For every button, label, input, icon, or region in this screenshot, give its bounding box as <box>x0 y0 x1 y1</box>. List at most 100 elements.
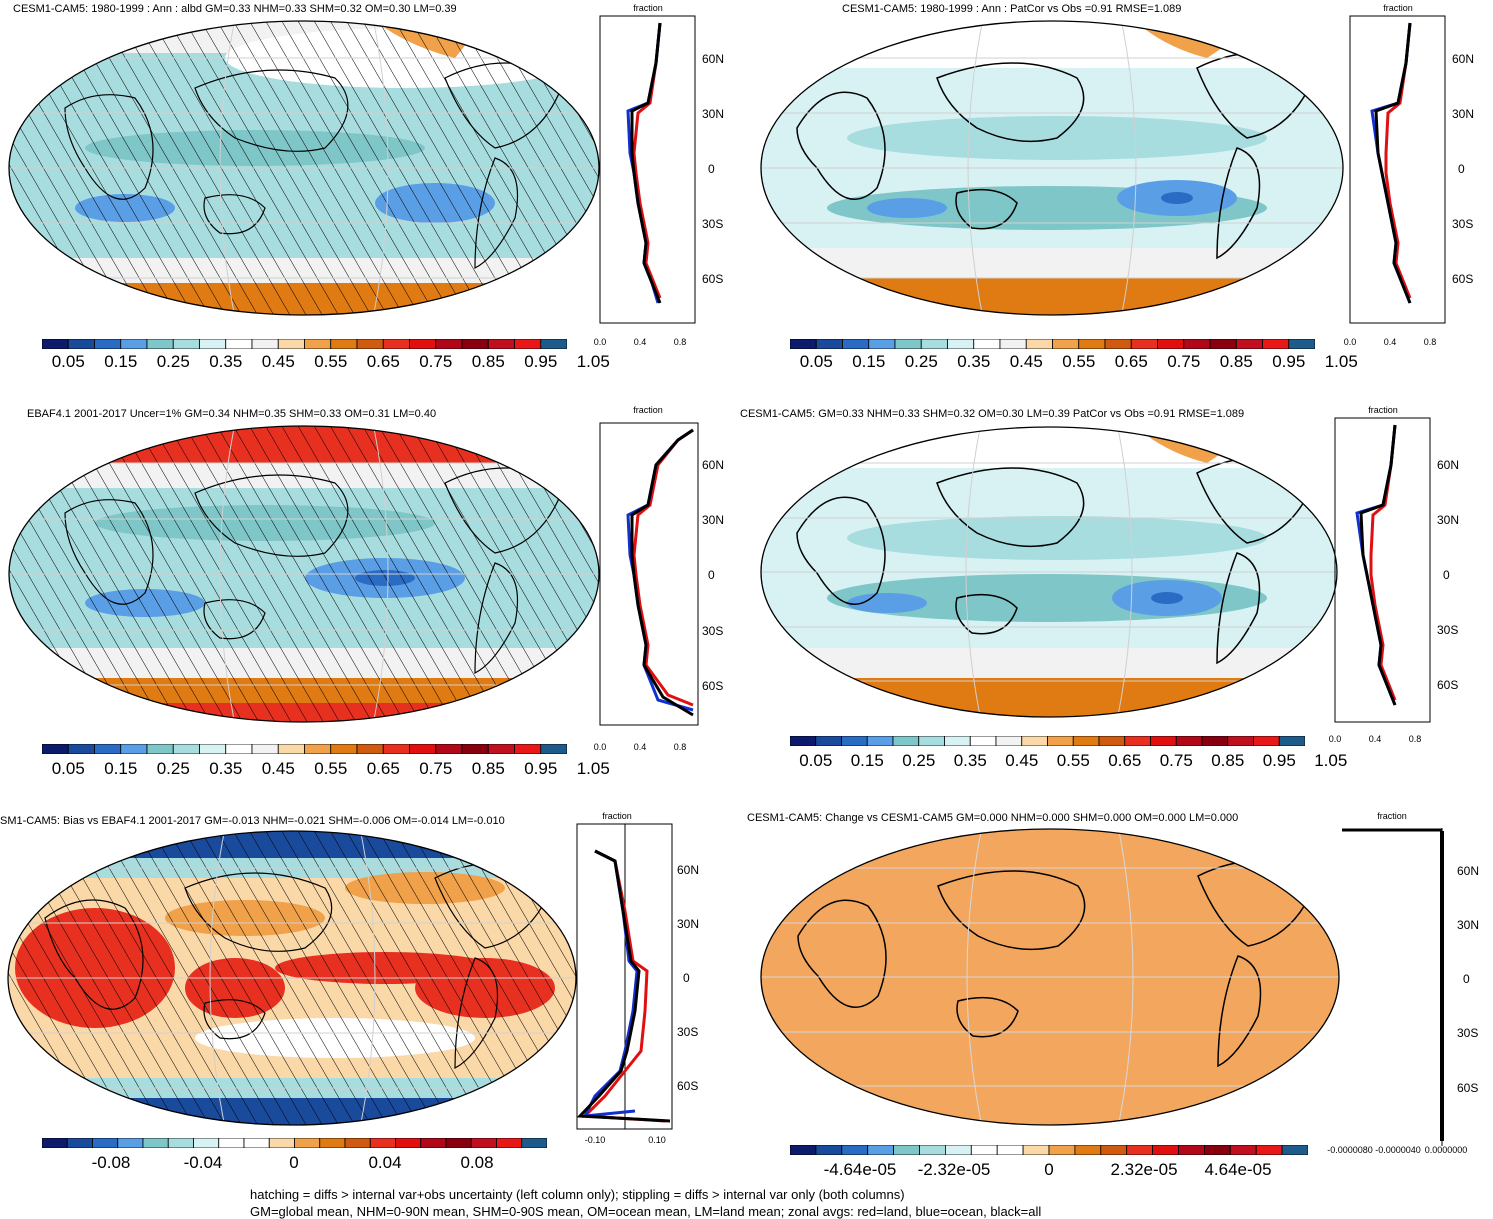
zonal-header: fraction <box>1383 3 1413 13</box>
lat-label: 30N <box>702 107 724 121</box>
zonal-mean-plot: fraction -0.10 0.10 60N 30N 0 30S 60S <box>576 811 699 1145</box>
x-tick: 0.4 <box>634 337 647 347</box>
cb-label: 0.05 <box>51 759 85 778</box>
lat-label: 60N <box>1452 52 1474 66</box>
x-tick: 0.8 <box>1424 337 1437 347</box>
colorbar-swatch <box>409 744 437 754</box>
lat-label: 30S <box>677 1025 698 1039</box>
colorbar-swatch <box>199 744 227 754</box>
colorbar-swatch <box>1227 736 1254 746</box>
colorbar-swatch <box>999 339 1027 349</box>
colorbar-swatch <box>330 339 358 349</box>
colorbar-swatch <box>172 744 200 754</box>
cb-label: 1.05 <box>576 759 610 778</box>
lat-label: 30S <box>1457 1026 1478 1040</box>
colorbar-swatch <box>1021 736 1048 746</box>
colorbar <box>790 339 1315 349</box>
colorbar-swatch <box>304 744 332 754</box>
colorbar-swatch <box>496 1138 523 1148</box>
colorbar-swatch <box>1209 339 1237 349</box>
cb-label: 0.45 <box>1005 751 1039 770</box>
lat-label: 0 <box>683 971 690 985</box>
colorbar-swatch <box>996 1145 1024 1155</box>
lat-label: 60N <box>1437 458 1459 472</box>
colorbar-swatch <box>1262 339 1290 349</box>
colorbar-swatch <box>1255 1145 1283 1155</box>
panel-title: CESM1-CAM5: GM=0.33 NHM=0.33 SHM=0.32 OM… <box>740 408 1245 420</box>
cb-label: 0.45 <box>261 352 295 371</box>
footer-note-means: GM=global mean, NHM=0-90N mean, SHM=0-90… <box>250 1204 1042 1219</box>
zonal-header: fraction <box>602 811 632 821</box>
colorbar-swatch <box>167 1138 194 1148</box>
colorbar-swatch <box>1278 736 1305 746</box>
x-tick: 0.0 <box>1329 734 1342 744</box>
lat-label: 60S <box>702 272 723 286</box>
colorbar-swatch <box>1150 736 1177 746</box>
colorbar-swatch <box>815 736 842 746</box>
colorbar-swatch <box>1100 1145 1128 1155</box>
colorbar-swatch <box>947 339 975 349</box>
cb-label: 0.75 <box>1167 352 1201 371</box>
colorbar-swatch <box>1183 339 1211 349</box>
cb-label: 0.25 <box>156 759 190 778</box>
lat-label: 30N <box>702 513 724 527</box>
colorbar-swatch <box>1047 736 1074 746</box>
lat-label: 30S <box>1452 217 1473 231</box>
world-map <box>8 425 600 723</box>
colorbar-swatch <box>356 339 384 349</box>
colorbar <box>790 1145 1308 1155</box>
colorbar-swatch <box>841 1145 869 1155</box>
lat-label: 30N <box>1452 107 1474 121</box>
colorbar-swatch <box>461 744 489 754</box>
colorbar-swatch <box>461 339 489 349</box>
colorbar-swatch <box>420 1138 447 1148</box>
colorbar-swatch <box>1025 339 1053 349</box>
colorbar-swatch <box>277 339 305 349</box>
colorbar-swatch <box>1157 339 1185 349</box>
colorbar-swatch <box>225 339 253 349</box>
colorbar-swatch <box>172 339 200 349</box>
colorbar-swatch <box>790 736 817 746</box>
colorbar-swatch <box>514 744 542 754</box>
zonal-header: fraction <box>633 3 663 13</box>
colorbar-swatch <box>1022 1145 1050 1155</box>
cb-label: 0.55 <box>314 759 348 778</box>
colorbar-swatch <box>1229 1145 1257 1155</box>
colorbar <box>790 736 1305 746</box>
cb-label: 0.85 <box>1211 751 1245 770</box>
cb-label: 0.45 <box>1009 352 1043 371</box>
lat-label: 60S <box>1452 272 1473 286</box>
x-tick: 0.4 <box>1369 734 1382 744</box>
cb-label: 1.05 <box>1314 751 1348 770</box>
colorbar-swatch <box>146 744 174 754</box>
colorbar-swatch <box>142 1138 169 1148</box>
colorbar-swatch <box>1201 736 1229 746</box>
colorbar-swatch <box>117 1138 144 1148</box>
colorbar-swatch <box>199 339 227 349</box>
cb-label: 2.32e-05 <box>1110 1160 1178 1179</box>
colorbar-swatch <box>1281 1145 1308 1155</box>
lat-label: 60N <box>677 863 699 877</box>
colorbar-swatch <box>1078 339 1106 349</box>
cb-label: 0.55 <box>1062 352 1096 371</box>
cb-label: 0.04 <box>368 1153 402 1172</box>
colorbar-swatch <box>1253 736 1280 746</box>
colorbar-swatch <box>995 736 1023 746</box>
colorbar-swatch <box>1175 736 1203 746</box>
lat-label: 0 <box>708 162 715 176</box>
cb-label: 0 <box>1044 1160 1054 1179</box>
colorbar-swatch <box>304 339 332 349</box>
lat-label: 60S <box>677 1079 698 1093</box>
colorbar-swatch <box>1098 736 1126 746</box>
zonal-mean-plot: fraction -0.0000080 -0.0000040 0.0000000… <box>1327 811 1479 1155</box>
colorbar-swatch <box>1152 1145 1179 1155</box>
colorbar-swatch <box>251 744 279 754</box>
colorbar-swatch <box>944 1145 972 1155</box>
colorbar-swatch <box>120 744 148 754</box>
colorbar-swatch <box>445 1138 472 1148</box>
lat-label: 60N <box>702 52 724 66</box>
colorbar-swatch <box>435 339 463 349</box>
lat-label: 0 <box>1463 972 1470 986</box>
cb-label: 0.45 <box>261 759 295 778</box>
zonal-mean-plot: fraction 0.0 0.4 0.8 60N 30N 0 30S 60S <box>1329 405 1459 744</box>
